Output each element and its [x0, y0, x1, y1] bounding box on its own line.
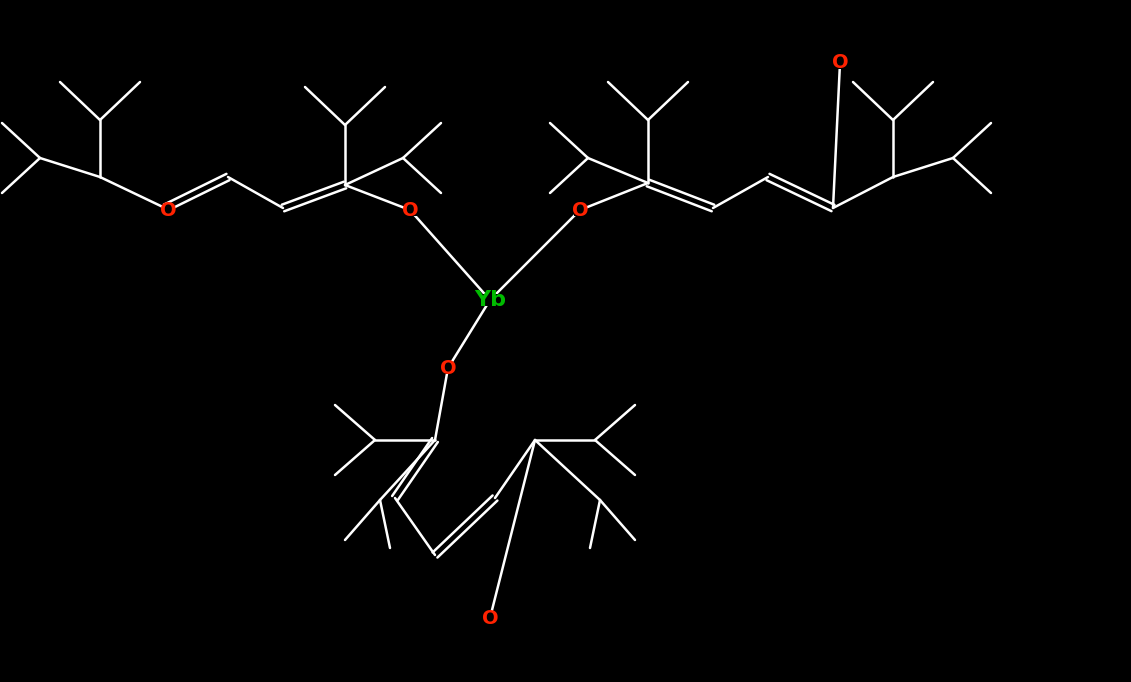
Bar: [834, 57, 846, 69]
Text: O: O: [402, 201, 418, 220]
Bar: [404, 204, 416, 216]
Bar: [441, 362, 455, 374]
Text: O: O: [831, 53, 848, 72]
Text: O: O: [440, 359, 456, 378]
Text: O: O: [159, 201, 176, 220]
Bar: [483, 612, 497, 624]
Bar: [573, 204, 587, 216]
Text: O: O: [571, 201, 588, 220]
Text: Yb: Yb: [474, 290, 506, 310]
Text: O: O: [482, 608, 499, 627]
Bar: [481, 294, 499, 306]
Bar: [162, 204, 174, 216]
